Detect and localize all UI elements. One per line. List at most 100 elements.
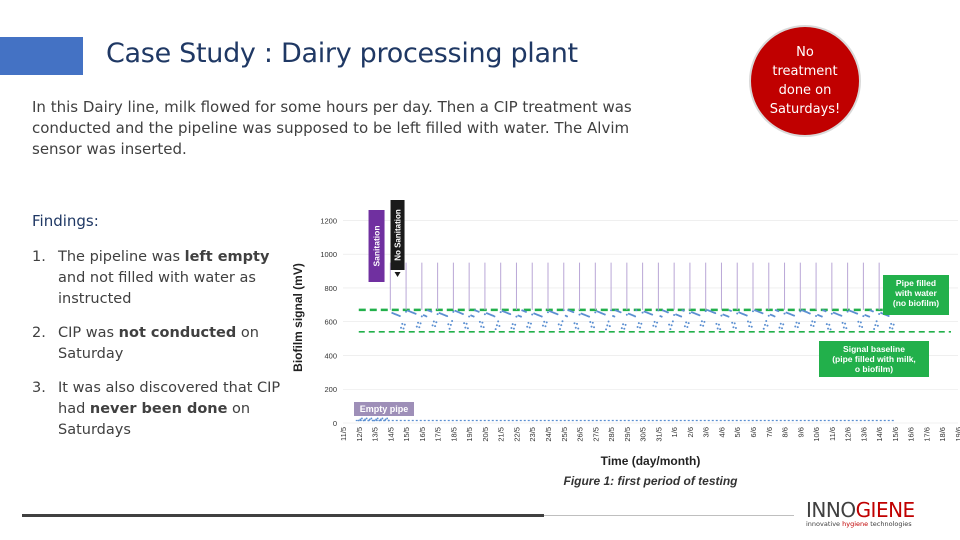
data-point: [751, 310, 754, 313]
data-point: [815, 314, 818, 317]
data-point: [871, 310, 874, 313]
data-point: [529, 322, 532, 325]
data-point: [635, 309, 638, 312]
y-tick-label: 400: [324, 351, 337, 360]
data-point: [699, 324, 702, 327]
data-point: [606, 324, 609, 327]
data-point: [862, 315, 865, 318]
data-point: [795, 321, 798, 324]
x-tick-label: 13/5: [371, 427, 380, 442]
signal-baseline-label: o biofilm): [855, 364, 893, 374]
footer-divider-thin: [544, 515, 794, 516]
no-sanitation-arrow: [394, 272, 401, 277]
finding-item: 1. The pipeline was left empty and not fi…: [32, 249, 270, 307]
data-point: [714, 312, 717, 315]
data-point: [794, 325, 797, 328]
x-tick-label: 21/5: [497, 427, 506, 442]
data-point: [493, 315, 496, 318]
y-tick-label: 200: [324, 385, 337, 394]
data-point: [810, 324, 813, 327]
data-point: [622, 323, 625, 326]
empty-pipe-label: Empty pipe: [360, 404, 409, 414]
no-sanitation-label: No Sanitation: [394, 209, 403, 261]
data-point: [811, 320, 814, 323]
data-point: [494, 328, 497, 331]
x-tick-label: 28/5: [607, 427, 616, 442]
data-point: [683, 325, 686, 328]
x-tick-label: 1/6: [670, 427, 679, 437]
data-point: [858, 325, 861, 328]
data-point: [541, 324, 544, 327]
data-point: [448, 327, 451, 330]
data-point: [526, 325, 529, 328]
data-point: [478, 320, 481, 323]
data-point: [430, 310, 433, 313]
page-title: Case Study : Dairy processing plant: [106, 38, 578, 69]
data-point: [608, 325, 611, 328]
x-tick-label: 20/5: [481, 427, 490, 442]
data-point: [434, 325, 437, 328]
data-point: [546, 311, 549, 314]
data-point: [783, 312, 786, 315]
data-point: [732, 326, 735, 329]
data-point: [856, 312, 859, 315]
x-tick-label: 11/5: [339, 427, 348, 441]
signal-baseline-box: [819, 341, 929, 377]
data-point: [656, 321, 659, 324]
data-point: [447, 323, 450, 326]
x-tick-label: 25/5: [560, 427, 569, 442]
data-point: [761, 312, 764, 315]
data-point: [824, 310, 827, 313]
data-point: [561, 320, 564, 323]
data-point: [432, 320, 435, 323]
data-point: [888, 326, 891, 329]
data-point: [572, 311, 575, 314]
data-point: [558, 327, 561, 330]
data-point: [623, 327, 626, 330]
data-point: [671, 320, 674, 323]
data-point: [829, 328, 832, 331]
data-point: [560, 324, 563, 327]
findings-list: 1. The pipeline was left empty and not fi…: [32, 247, 282, 454]
data-point: [603, 313, 606, 316]
x-tick-label: 19/6: [954, 427, 960, 442]
data-point: [613, 315, 616, 318]
x-tick-label: 16/6: [907, 427, 916, 442]
x-tick-label: 10/6: [812, 427, 821, 442]
x-tick-label: 5/6: [733, 427, 742, 437]
data-point: [431, 324, 434, 327]
data-point: [636, 325, 639, 328]
data-point: [652, 324, 655, 327]
data-point: [557, 323, 560, 326]
sanitation-label: Sanitation: [372, 225, 382, 266]
x-tick-label: 17/5: [434, 427, 443, 442]
x-tick-label: 2/6: [686, 427, 695, 437]
data-point: [620, 327, 623, 330]
data-point: [588, 315, 591, 318]
intro-paragraph: In this Dairy line, milk flowed for some…: [32, 98, 632, 158]
data-point: [746, 320, 749, 323]
data-point: [577, 327, 580, 330]
data-point: [468, 315, 471, 318]
data-point: [607, 320, 610, 323]
data-point: [510, 326, 513, 329]
x-tick-label: 13/6: [859, 427, 868, 442]
data-point: [687, 322, 690, 325]
data-point: [519, 315, 522, 318]
x-tick-label: 23/5: [528, 427, 537, 442]
pipe-filled-label: (no biofilm): [893, 298, 939, 308]
data-point: [763, 323, 766, 326]
data-point: [544, 325, 547, 328]
x-tick-label: 4/6: [717, 427, 726, 437]
data-point: [576, 322, 579, 325]
data-point: [414, 312, 417, 315]
data-point: [512, 327, 515, 330]
data-point: [733, 322, 736, 325]
data-point: [509, 313, 512, 316]
x-tick-label: 11/6: [828, 427, 837, 441]
data-point: [637, 322, 640, 325]
data-point: [778, 326, 781, 329]
data-point: [357, 419, 360, 422]
data-point: [400, 326, 403, 329]
pipe-filled-label: with water: [894, 288, 937, 298]
